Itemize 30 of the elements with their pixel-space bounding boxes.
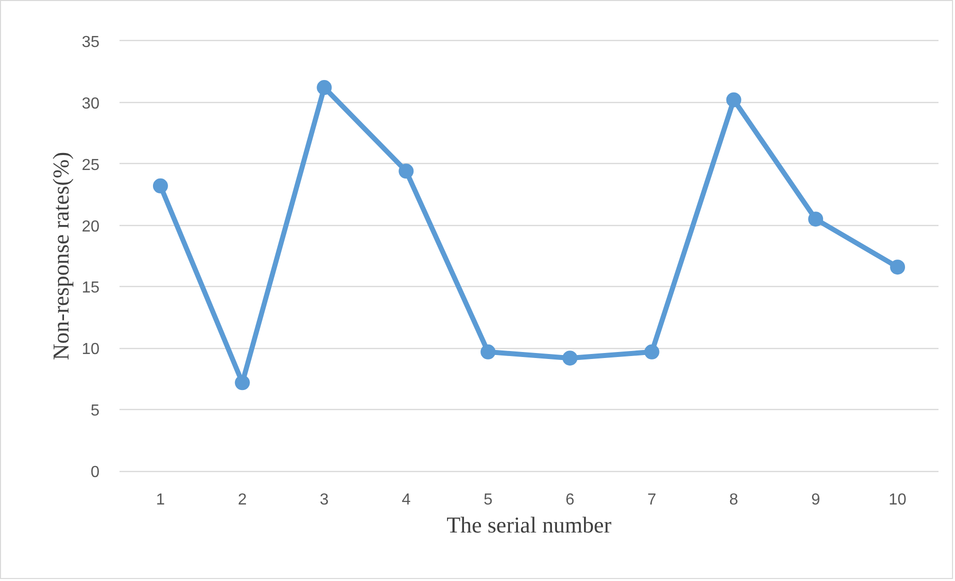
x-tick-label: 5 xyxy=(484,492,493,508)
point xyxy=(152,178,168,194)
y-tick-label: 10 xyxy=(82,341,100,358)
point xyxy=(808,212,824,227)
x-tick-label: 4 xyxy=(402,492,411,508)
y-tick-label: 15 xyxy=(82,280,100,297)
y-tick-label: 20 xyxy=(82,218,100,236)
point xyxy=(234,375,250,390)
y-tick-label: 5 xyxy=(90,402,100,420)
point xyxy=(480,344,496,360)
x-tick-label: 8 xyxy=(729,492,738,508)
point xyxy=(644,344,660,360)
point xyxy=(726,92,742,108)
x-tick-label: 2 xyxy=(238,492,247,508)
y-tick-label: 25 xyxy=(82,156,100,174)
y-axis-title: Non-response rates(%) xyxy=(48,152,74,360)
y-tick-label: 30 xyxy=(82,95,100,112)
x-tick-label: 1 xyxy=(156,492,165,508)
point xyxy=(890,260,906,275)
x-axis-title: The serial number xyxy=(446,512,612,538)
x-tick-label: 7 xyxy=(647,492,656,508)
x-tick-label: 10 xyxy=(888,492,907,508)
y-tick-label: 0 xyxy=(90,464,100,482)
point xyxy=(562,350,578,366)
x-tick-label: 3 xyxy=(320,492,329,508)
y-tick-label: 35 xyxy=(82,34,100,51)
point xyxy=(316,80,332,96)
x-tick-label: 6 xyxy=(566,492,574,508)
x-tick-label: 9 xyxy=(811,492,820,508)
point xyxy=(398,164,414,179)
